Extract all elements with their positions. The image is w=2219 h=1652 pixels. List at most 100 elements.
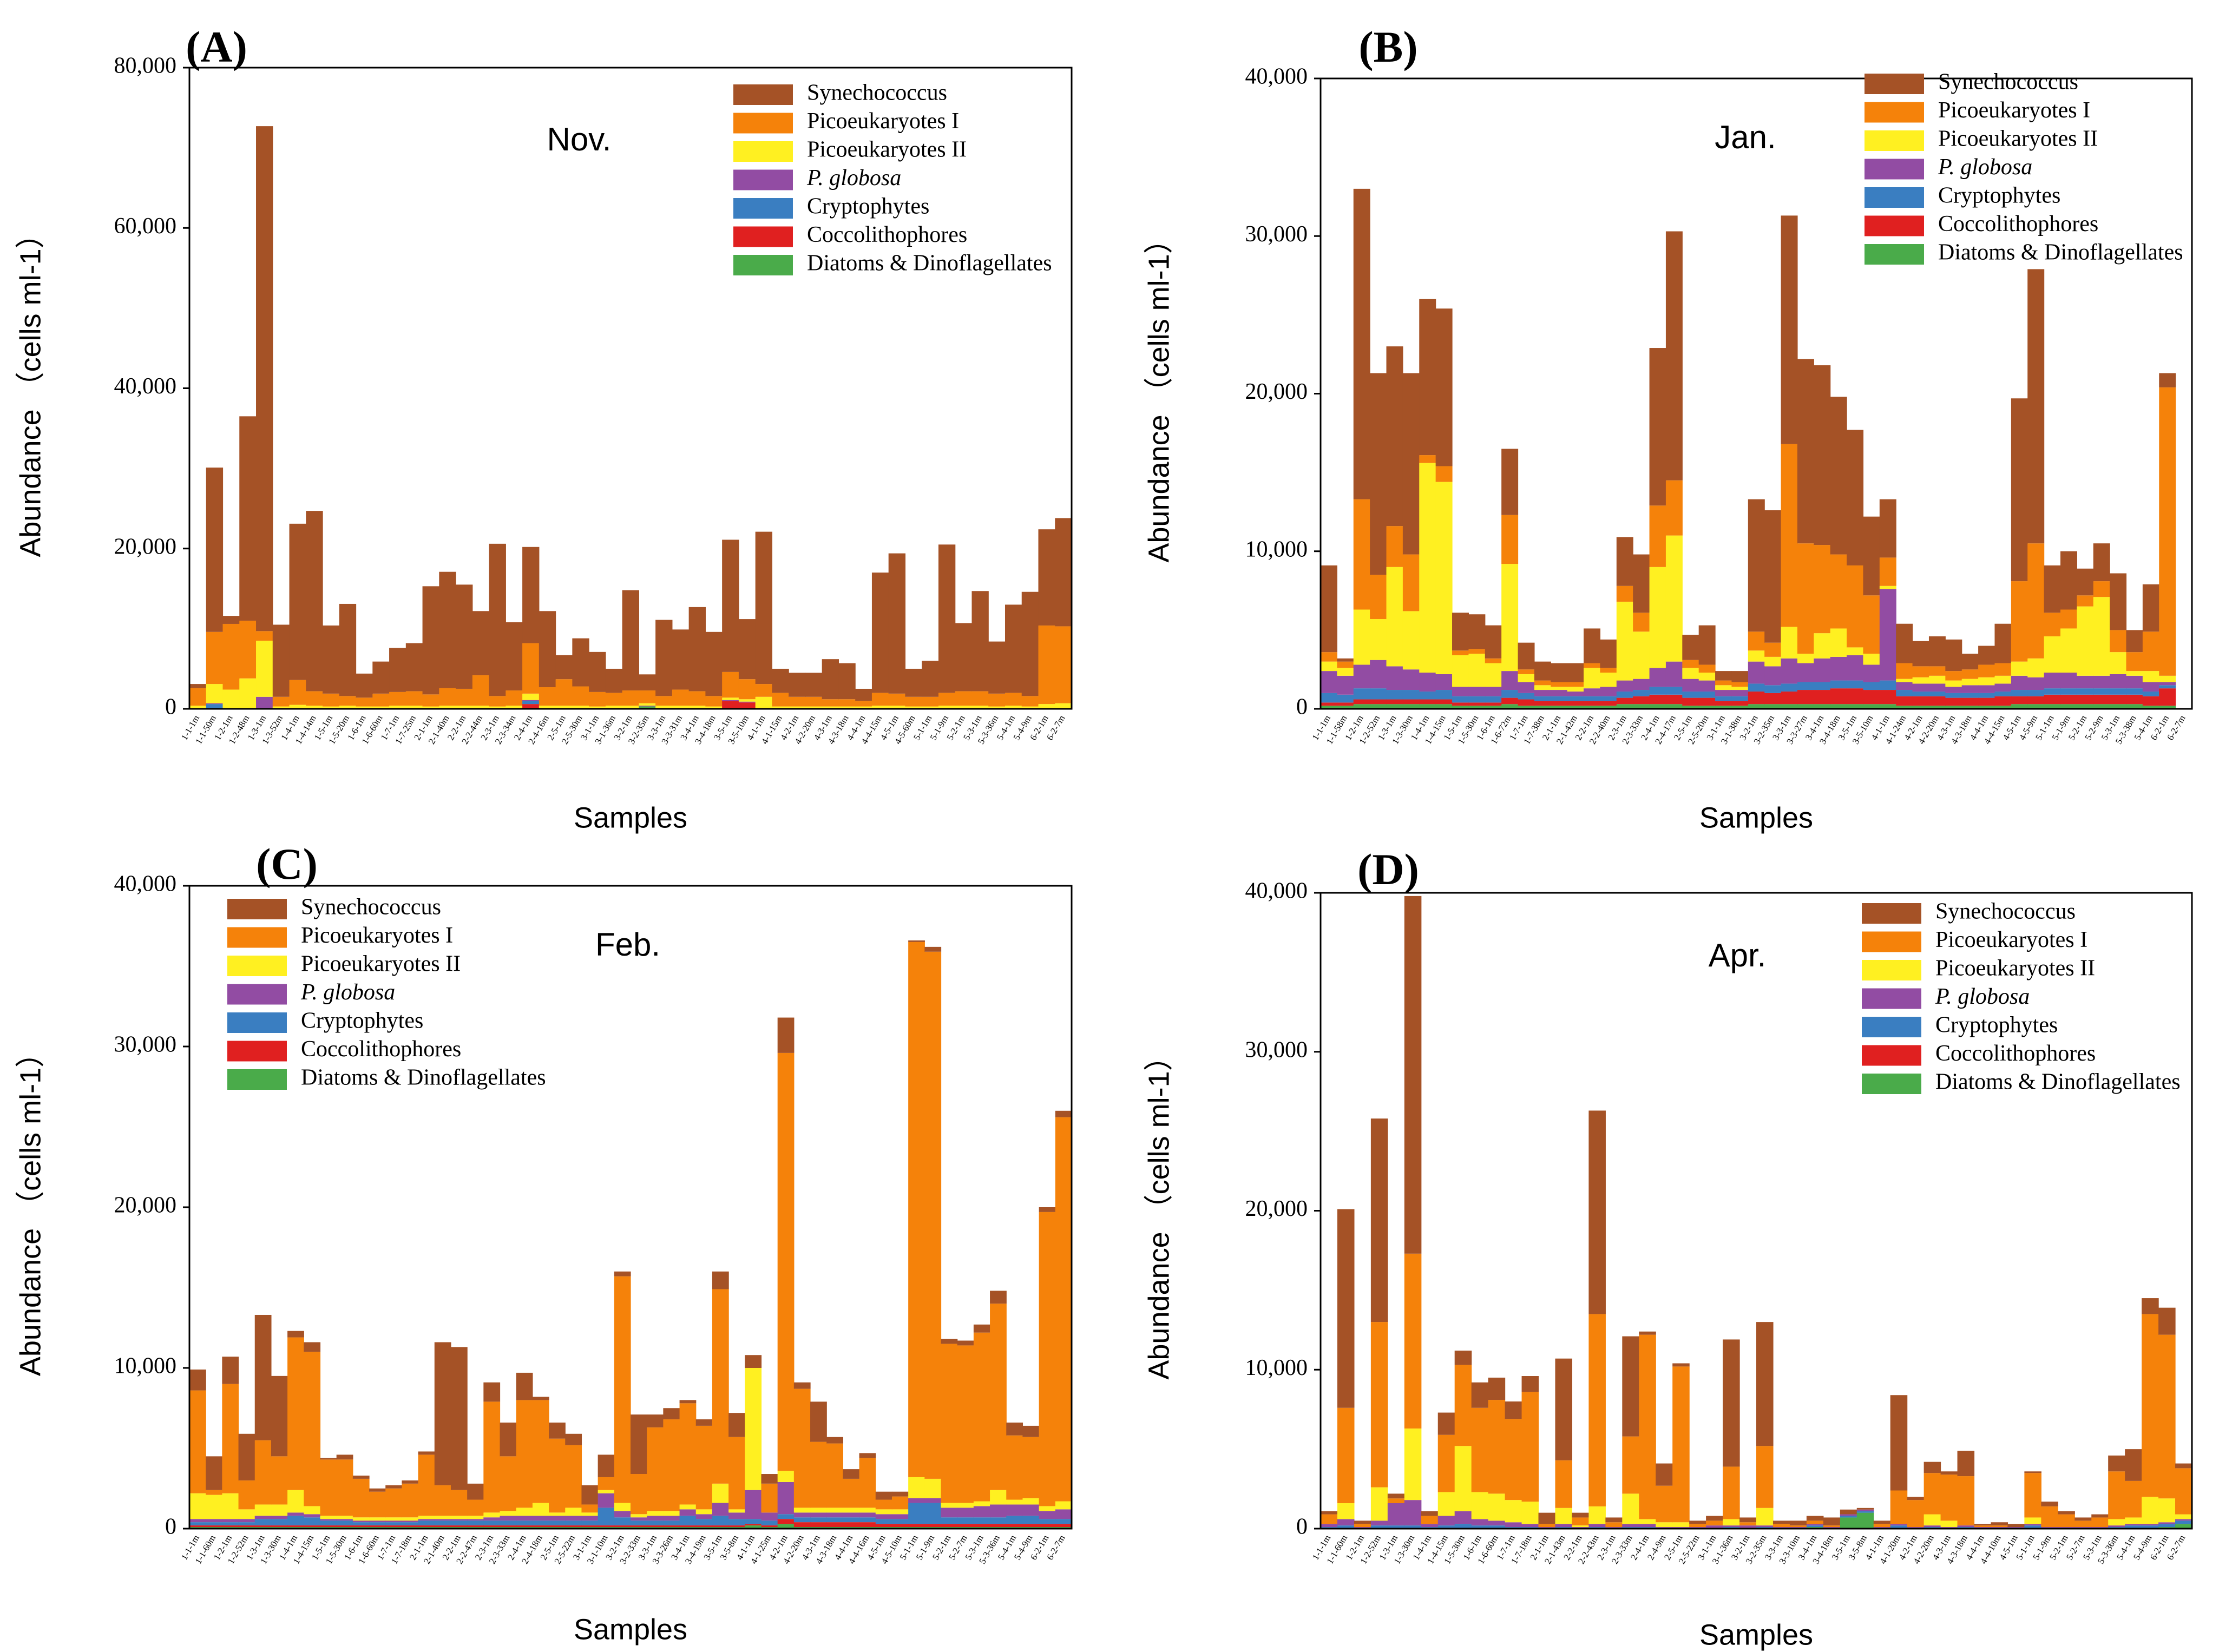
bar-segment <box>777 1514 795 1519</box>
bar-segment <box>1665 687 1683 695</box>
bar-segment <box>908 1477 925 1498</box>
bar-segment <box>2044 565 2061 613</box>
chart-panel-d: (D)Apr.1-1-1m1-1-60m1-2-1m1-2-52m1-3-1m1… <box>1143 845 2193 1651</box>
bar-segment <box>957 1508 974 1518</box>
bar-segment <box>483 1521 501 1526</box>
bar-segment <box>1588 1506 1606 1524</box>
bar-segment <box>875 1524 892 1528</box>
bar-segment <box>189 1390 206 1493</box>
bar-segment <box>957 1503 974 1508</box>
bar-segment <box>254 1440 272 1505</box>
bar-segment <box>1940 1521 1958 1528</box>
bar-segment <box>434 1342 451 1485</box>
bar-segment <box>1471 1382 1489 1408</box>
bar-segment <box>369 1521 386 1523</box>
bar-segment <box>1404 1525 1422 1529</box>
bar-segment <box>2175 1468 2192 1515</box>
bar-segment <box>456 584 473 689</box>
bar-segment <box>189 1493 206 1519</box>
bar-segment <box>2125 1480 2142 1518</box>
bar-segment <box>1006 1435 1023 1500</box>
bar-segment <box>705 631 723 696</box>
bar-segment <box>695 1419 713 1426</box>
bar-segment <box>957 1345 974 1503</box>
bar-segment <box>647 1511 664 1516</box>
bar-segment <box>581 1485 599 1505</box>
y-tick-label: 80,000 <box>114 54 177 78</box>
y-tick-label: 20,000 <box>1245 1196 1308 1221</box>
bar-segment <box>1616 704 1633 709</box>
bar-segment <box>320 1519 337 1521</box>
bar-segment <box>777 1052 795 1471</box>
bar-segment <box>581 1504 599 1513</box>
bar-segment <box>924 1478 942 1498</box>
bar-segment <box>745 1490 762 1519</box>
bar-segment <box>2110 674 2127 689</box>
bar-segment <box>663 1511 680 1516</box>
bar-segment <box>1928 706 1946 709</box>
bar-segment <box>434 1525 451 1528</box>
bar-segment <box>875 1491 892 1500</box>
bar-segment <box>1781 683 1798 692</box>
bar-segment <box>755 684 773 697</box>
bar-segment <box>2093 704 2110 709</box>
bar-segment <box>1321 1524 1338 1528</box>
bar-segment <box>239 621 257 679</box>
chart-panel-a: (A)Nov.1-1-1m1-1-50m1-2-1m1-2-48m1-3-1m1… <box>14 22 1073 834</box>
bar-segment <box>467 1525 484 1528</box>
bar-segment <box>1830 688 1847 705</box>
bar-segment <box>1797 682 1814 690</box>
bar-segment <box>505 622 523 690</box>
bar-segment <box>1488 1493 1506 1521</box>
bar-segment <box>761 1474 778 1484</box>
bar-segment <box>256 641 273 697</box>
bar-segment <box>1353 499 1370 610</box>
bar-segment <box>871 693 889 706</box>
bar-segment <box>1698 691 1716 698</box>
bar-segment <box>222 689 240 708</box>
bar-segment <box>973 1517 990 1524</box>
bar-segment <box>1572 1525 1589 1528</box>
bar-segment <box>2126 694 2143 705</box>
bar-segment <box>2110 704 2127 709</box>
bar-segment <box>483 1517 501 1521</box>
bar-segment <box>793 1382 811 1389</box>
bar-segment <box>549 1512 566 1516</box>
bar-segment <box>745 1355 762 1368</box>
y-tick-label: 0 <box>165 695 176 720</box>
bar-segment <box>728 1512 745 1519</box>
bar-segment <box>1421 1516 1439 1524</box>
bar-segment <box>990 1304 1007 1490</box>
bar-segment <box>539 611 556 688</box>
bar-segment <box>516 1521 533 1526</box>
bar-segment <box>1605 1517 1623 1523</box>
bar-segment <box>647 1516 664 1521</box>
bar-segment <box>1435 674 1453 690</box>
bar-segment <box>2044 688 2061 695</box>
legend-swatch <box>733 113 793 134</box>
bar-segment <box>838 699 856 707</box>
bar-segment <box>1873 1524 1891 1528</box>
bar-segment <box>908 942 925 1477</box>
bar-segment <box>549 1422 566 1439</box>
bar-segment <box>1337 1519 1355 1526</box>
bar-segment <box>1731 690 1749 696</box>
bar-segment <box>1748 691 1765 705</box>
bar-segment <box>1402 690 1420 700</box>
legend-label: Cryptophytes <box>807 194 929 219</box>
bar-segment <box>1856 1509 1874 1511</box>
bar-segment <box>522 693 540 700</box>
bar-segment <box>418 1525 435 1528</box>
bar-segment <box>1879 704 1896 709</box>
bar-segment <box>1928 691 1946 696</box>
bar-segment <box>1961 685 1979 693</box>
bar-segment <box>271 1456 288 1505</box>
bar-segment <box>1055 518 1072 627</box>
bar-segment <box>271 1519 288 1526</box>
bar-segment <box>467 1519 484 1521</box>
bar-segment <box>271 1375 288 1457</box>
bar-segment <box>631 1414 647 1475</box>
bar-segment <box>1890 1490 1908 1524</box>
bar-segment <box>2058 1514 2075 1528</box>
